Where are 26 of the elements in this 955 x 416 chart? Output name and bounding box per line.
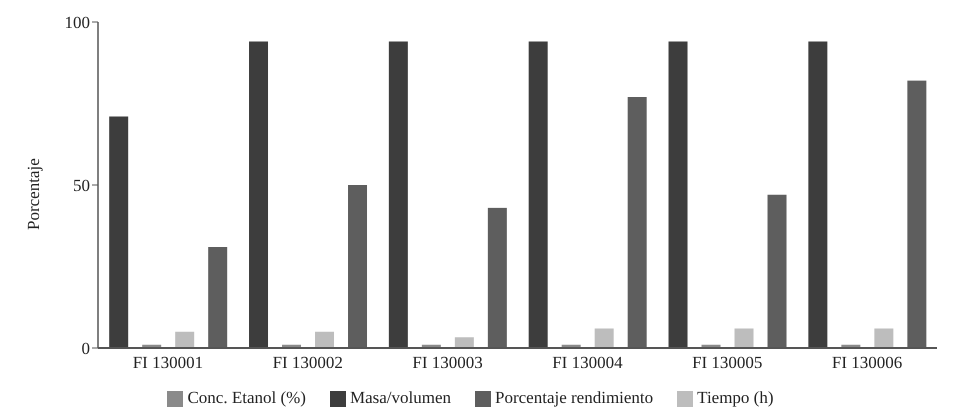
y-tick-label: 100 bbox=[64, 13, 90, 32]
x-tick-label: FI 130006 bbox=[832, 353, 902, 372]
legend-label: Tiempo (h) bbox=[697, 388, 774, 407]
legend-label: Porcentaje rendimiento bbox=[495, 388, 654, 407]
bar bbox=[109, 116, 128, 348]
bar bbox=[388, 42, 408, 348]
bar bbox=[528, 42, 548, 348]
x-tick-label: FI 130001 bbox=[132, 353, 204, 372]
bar bbox=[249, 42, 268, 348]
legend-label: Conc. Etanol (%) bbox=[187, 388, 306, 407]
x-tick-label: FI 130005 bbox=[692, 353, 762, 372]
bar bbox=[454, 337, 474, 348]
x-tick-label: FI 130004 bbox=[552, 353, 624, 372]
y-tick-label: 50 bbox=[73, 176, 90, 196]
bar bbox=[734, 328, 754, 348]
bar bbox=[874, 328, 894, 348]
bar bbox=[808, 42, 828, 348]
legend-label: Masa/volumen bbox=[350, 388, 452, 407]
bar bbox=[594, 328, 614, 348]
y-tick-label: 0 bbox=[82, 339, 90, 358]
bar bbox=[175, 332, 194, 348]
y-axis-title: Porcentaje bbox=[24, 158, 44, 230]
bar bbox=[315, 332, 334, 348]
x-tick-label: FI 130003 bbox=[412, 353, 483, 372]
bar bbox=[668, 42, 688, 348]
x-tick-label: FI 130002 bbox=[272, 353, 343, 372]
